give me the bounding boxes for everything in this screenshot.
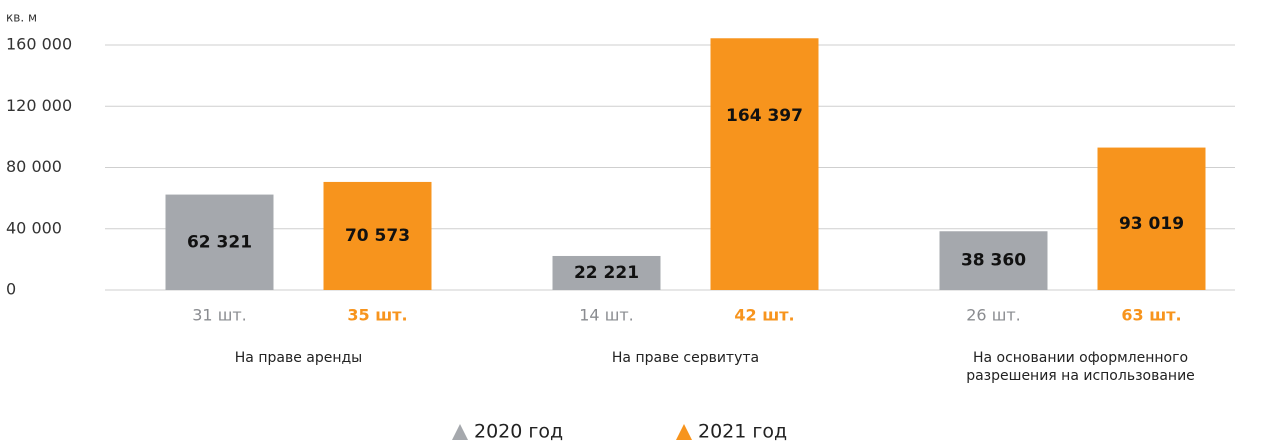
y-tick-label: 40 000 <box>6 218 62 237</box>
count-label: 42 шт. <box>734 306 794 325</box>
bar <box>323 181 432 290</box>
legend-label: 2020 год <box>474 421 563 441</box>
bar <box>552 255 661 290</box>
value-label: 22 221 <box>574 263 639 283</box>
count-label: 26 шт. <box>966 306 1021 325</box>
value-label: 93 019 <box>1119 214 1184 234</box>
y-tick-label: 160 000 <box>6 35 72 54</box>
y-axis-label: кв. м <box>6 11 37 25</box>
y-tick-label: 0 <box>6 280 16 299</box>
x-tick-label: На праве аренды <box>234 350 363 366</box>
bar <box>1097 147 1206 290</box>
value-label: 38 360 <box>961 251 1026 271</box>
legend-label: 2021 год <box>698 421 787 441</box>
x-tick-label: На основании оформленного разрешения на … <box>966 350 1195 384</box>
value-label: 70 573 <box>345 226 410 246</box>
y-tick-label: 120 000 <box>6 96 72 115</box>
bar <box>165 194 274 290</box>
x-tick-label: На праве сервитута <box>611 350 760 366</box>
legend-marker <box>676 424 692 440</box>
bar <box>710 38 819 291</box>
bar <box>939 231 1048 290</box>
value-label: 164 397 <box>726 106 803 126</box>
count-label: 14 шт. <box>579 306 634 325</box>
count-label: 35 шт. <box>347 306 407 325</box>
value-label: 62 321 <box>187 232 252 252</box>
legend-marker <box>452 424 468 440</box>
count-label: 63 шт. <box>1121 306 1181 325</box>
y-tick-label: 80 000 <box>6 157 62 176</box>
count-label: 31 шт. <box>192 306 247 325</box>
